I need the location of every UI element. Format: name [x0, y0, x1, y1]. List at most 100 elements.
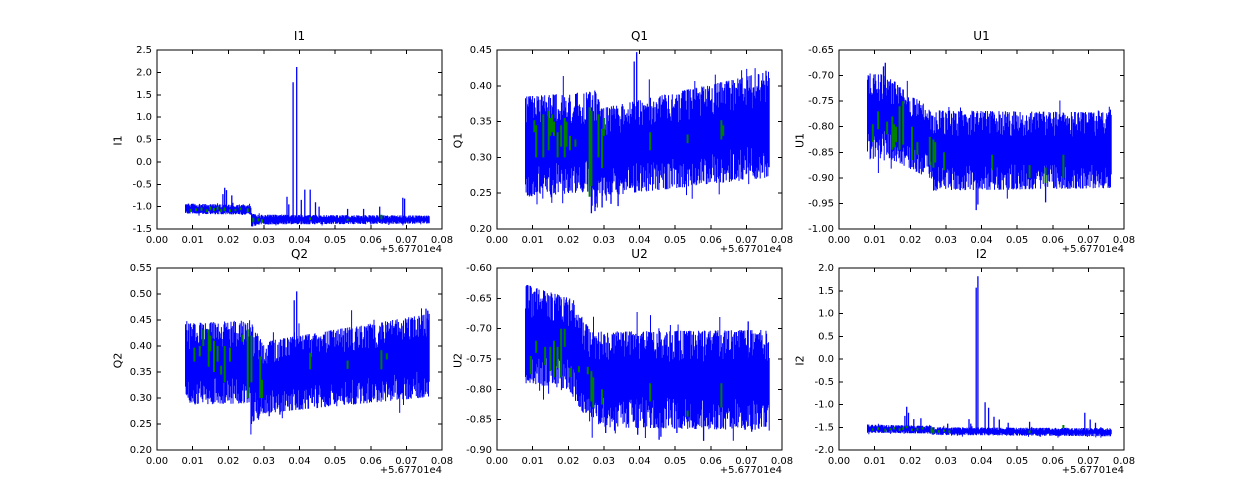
svg-text:0.02: 0.02 — [217, 235, 239, 246]
svg-text:2.0: 2.0 — [818, 263, 834, 274]
svg-text:0.06: 0.06 — [360, 235, 382, 246]
svg-text:0.04: 0.04 — [288, 456, 310, 467]
svg-text:0.00: 0.00 — [146, 456, 168, 467]
svg-text:0.05: 0.05 — [664, 456, 686, 467]
subplot-i1: I1 I1 0.00 0.01 0.02 0.03 0.04 0.05 0.06 0.07 0.… — [110, 28, 455, 278]
svg-text:0.08: 0.08 — [1113, 456, 1135, 467]
svg-text:1.0: 1.0 — [136, 112, 152, 123]
svg-text:0.06: 0.06 — [700, 456, 722, 467]
svg-text:-1.5: -1.5 — [132, 224, 152, 235]
svg-text:0.08: 0.08 — [431, 456, 453, 467]
svg-text:0.04: 0.04 — [628, 456, 650, 467]
svg-text:0.07: 0.07 — [395, 235, 417, 246]
svg-text:0.08: 0.08 — [771, 235, 793, 246]
svg-text:0.40: 0.40 — [130, 341, 152, 352]
svg-text:0.08: 0.08 — [1113, 235, 1135, 246]
plot-canvas-q2: 0.00 0.01 0.02 0.03 0.04 0.05 0.06 0.07 0.08 0.20… — [130, 263, 453, 467]
svg-text:0.05: 0.05 — [1006, 235, 1028, 246]
svg-text:0.02: 0.02 — [557, 456, 579, 467]
svg-text:0.05: 0.05 — [1006, 456, 1028, 467]
svg-text:0.5: 0.5 — [136, 135, 152, 146]
svg-text:-1.0: -1.0 — [132, 202, 152, 213]
svg-text:-0.65: -0.65 — [466, 293, 492, 304]
svg-text:-0.60: -0.60 — [466, 263, 492, 274]
svg-text:0.20: 0.20 — [470, 224, 492, 235]
svg-text:0.07: 0.07 — [735, 235, 757, 246]
svg-text:0.01: 0.01 — [181, 235, 203, 246]
svg-text:-0.70: -0.70 — [808, 71, 834, 82]
x-offset-label-i1: +5.67701e4 — [379, 244, 442, 255]
x-offset-label-u2: +5.67701e4 — [719, 465, 782, 476]
svg-text:0.04: 0.04 — [288, 235, 310, 246]
svg-text:0.0: 0.0 — [136, 157, 152, 168]
svg-text:0.30: 0.30 — [130, 393, 152, 404]
svg-text:0.00: 0.00 — [146, 235, 168, 246]
svg-text:0.00: 0.00 — [828, 235, 850, 246]
svg-text:0.01: 0.01 — [521, 235, 543, 246]
plot-canvas-q1: 0.00 0.01 0.02 0.03 0.04 0.05 0.06 0.07 0.08 0.20… — [470, 45, 793, 246]
subplot-i2: I2 I2 0.00 0.01 0.02 0.03 0.04 0.05 0.06 0.07 0.… — [792, 246, 1137, 496]
svg-text:0.06: 0.06 — [1042, 456, 1064, 467]
svg-text:0.02: 0.02 — [899, 235, 921, 246]
svg-text:0.04: 0.04 — [970, 235, 992, 246]
svg-text:0.03: 0.03 — [253, 456, 275, 467]
svg-text:-0.70: -0.70 — [466, 324, 492, 335]
svg-text:0.01: 0.01 — [863, 456, 885, 467]
svg-text:-0.75: -0.75 — [466, 354, 492, 365]
x-offset-label-q1: +5.67701e4 — [719, 244, 782, 255]
plot-title-q1: Q1 — [630, 29, 649, 43]
plot-canvas-u2: 0.00 0.01 0.02 0.03 0.04 0.05 0.06 0.07 0.08 -0.9… — [466, 263, 793, 467]
svg-text:1.0: 1.0 — [818, 309, 834, 320]
svg-text:0.03: 0.03 — [935, 456, 957, 467]
svg-text:0.0: 0.0 — [818, 354, 834, 365]
subplot-q2: Q2 Q2 0.00 0.01 0.02 0.03 0.04 0.05 0.06 0.07 0.… — [110, 246, 455, 496]
x-offset-label-u1: +5.67701e4 — [1061, 244, 1124, 255]
subplot-u2: U2 U2 0.00 0.01 0.02 0.03 0.04 0.05 0.06 0.07 0.… — [450, 246, 795, 496]
x-offset-label-i2: +5.67701e4 — [1061, 465, 1124, 476]
svg-text:0.55: 0.55 — [130, 263, 152, 274]
svg-text:0.07: 0.07 — [735, 456, 757, 467]
svg-text:0.02: 0.02 — [217, 456, 239, 467]
svg-text:0.06: 0.06 — [360, 456, 382, 467]
svg-text:0.01: 0.01 — [863, 235, 885, 246]
svg-text:0.00: 0.00 — [486, 456, 508, 467]
plot-title-u2: U2 — [631, 247, 648, 261]
svg-text:0.25: 0.25 — [470, 188, 492, 199]
svg-text:0.02: 0.02 — [899, 456, 921, 467]
svg-text:0.08: 0.08 — [771, 456, 793, 467]
svg-text:0.05: 0.05 — [324, 235, 346, 246]
svg-text:0.40: 0.40 — [470, 81, 492, 92]
svg-text:0.06: 0.06 — [1042, 235, 1064, 246]
svg-text:0.45: 0.45 — [130, 315, 152, 326]
svg-text:-0.5: -0.5 — [132, 179, 152, 190]
svg-text:0.07: 0.07 — [1077, 235, 1099, 246]
svg-text:-0.65: -0.65 — [808, 45, 834, 56]
svg-text:-0.75: -0.75 — [808, 96, 834, 107]
svg-text:-2.0: -2.0 — [814, 445, 834, 456]
plot-canvas-i2: 0.00 0.01 0.02 0.03 0.04 0.05 0.06 0.07 0.08 -2.0… — [814, 263, 1135, 467]
svg-text:0.50: 0.50 — [130, 289, 152, 300]
plot-canvas-u1: 0.00 0.01 0.02 0.03 0.04 0.05 0.06 0.07 0.08 -1.0… — [808, 45, 1135, 246]
svg-text:0.07: 0.07 — [395, 456, 417, 467]
svg-text:-0.90: -0.90 — [808, 173, 834, 184]
svg-text:0.05: 0.05 — [664, 235, 686, 246]
svg-text:-0.80: -0.80 — [466, 384, 492, 395]
svg-text:-0.5: -0.5 — [814, 377, 834, 388]
svg-text:0.35: 0.35 — [470, 117, 492, 128]
svg-text:0.08: 0.08 — [431, 235, 453, 246]
svg-text:2.5: 2.5 — [136, 45, 152, 56]
svg-text:0.01: 0.01 — [521, 456, 543, 467]
svg-text:0.20: 0.20 — [130, 445, 152, 456]
plot-title-u1: U1 — [973, 29, 990, 43]
svg-text:2.0: 2.0 — [136, 67, 152, 78]
svg-text:0.5: 0.5 — [818, 331, 834, 342]
svg-text:0.03: 0.03 — [593, 235, 615, 246]
svg-text:0.00: 0.00 — [828, 456, 850, 467]
svg-text:-0.90: -0.90 — [466, 445, 492, 456]
svg-text:0.00: 0.00 — [486, 235, 508, 246]
svg-text:0.02: 0.02 — [557, 235, 579, 246]
svg-text:0.07: 0.07 — [1077, 456, 1099, 467]
svg-text:-1.00: -1.00 — [808, 224, 834, 235]
svg-text:0.03: 0.03 — [593, 456, 615, 467]
